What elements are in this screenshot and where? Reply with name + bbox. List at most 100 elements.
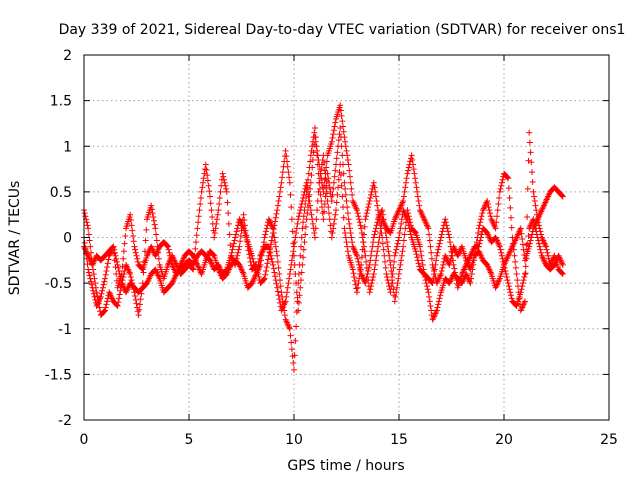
- data-point: [531, 193, 538, 200]
- data-point: [166, 249, 173, 256]
- data-point: [341, 225, 348, 232]
- data-point: [426, 293, 433, 300]
- data-point: [235, 249, 241, 256]
- data-point: [115, 299, 122, 306]
- data-point: [559, 271, 566, 277]
- data-point: [324, 170, 331, 177]
- data-point: [283, 153, 290, 160]
- data-point: [409, 156, 416, 163]
- data-point: [363, 213, 370, 220]
- data-point: [526, 139, 533, 146]
- data-point: [137, 301, 143, 308]
- data-point: [424, 286, 431, 293]
- data-point: [221, 176, 227, 183]
- data-point: [127, 274, 134, 281]
- chart-title: Day 339 of 2021, Sidereal Day-to-day VTE…: [59, 22, 626, 38]
- data-point: [90, 287, 97, 294]
- data-point: [89, 284, 96, 291]
- data-point: [347, 173, 353, 180]
- data-point: [317, 170, 324, 177]
- data-point: [425, 289, 432, 296]
- data-point: [411, 170, 418, 177]
- data-point: [151, 221, 158, 228]
- data-point: [510, 240, 517, 247]
- data-point: [375, 207, 381, 214]
- data-point: [237, 238, 244, 245]
- data-point: [365, 204, 372, 211]
- data-point: [519, 283, 526, 290]
- data-point: [360, 239, 367, 246]
- data-point: [314, 152, 321, 159]
- data-point: [531, 198, 538, 204]
- data-point: [88, 281, 95, 288]
- data-point: [447, 243, 454, 250]
- data-point: [529, 178, 536, 185]
- data-point: [498, 252, 505, 259]
- data-point: [407, 231, 414, 238]
- data-point: [304, 210, 311, 217]
- data-point: [256, 255, 263, 262]
- data-point: [165, 243, 171, 250]
- data-point: [285, 169, 292, 176]
- data-point: [301, 239, 308, 246]
- data-point: [327, 222, 334, 229]
- data-point: [423, 280, 430, 287]
- data-point: [276, 271, 283, 277]
- data-point: [391, 252, 398, 259]
- data-point: [132, 293, 139, 300]
- data-point: [366, 261, 373, 268]
- data-point: [260, 239, 267, 246]
- data-point: [426, 231, 433, 238]
- data-point: [312, 234, 318, 241]
- data-point: [153, 237, 160, 244]
- data-point: [302, 223, 309, 230]
- data-point: [235, 246, 242, 253]
- data-point: [332, 211, 339, 218]
- data-point: [272, 239, 279, 246]
- data-point: [545, 252, 552, 259]
- data-point: [87, 275, 94, 282]
- data-point: [415, 260, 422, 267]
- data-point: [120, 255, 127, 262]
- data-point: [361, 223, 368, 230]
- data-point: [514, 277, 521, 284]
- data-point: [343, 198, 350, 204]
- data-point: [477, 216, 484, 223]
- data-point: [396, 229, 403, 236]
- data-point: [337, 172, 344, 179]
- data-point: [357, 266, 364, 273]
- data-point: [394, 280, 401, 287]
- data-point: [148, 202, 155, 209]
- data-point: [295, 280, 302, 287]
- data-point: [288, 261, 295, 268]
- data-point: [367, 194, 374, 201]
- data-point: [428, 307, 435, 314]
- data-point: [362, 216, 369, 223]
- data-point: [438, 267, 445, 274]
- data-point: [236, 243, 243, 250]
- data-point: [319, 204, 325, 211]
- data-point: [336, 131, 343, 138]
- data-point: [477, 219, 484, 226]
- data-point: [132, 296, 139, 303]
- data-point: [268, 255, 275, 262]
- data-point: [276, 296, 283, 303]
- data-point: [85, 225, 92, 232]
- data-point: [323, 190, 330, 197]
- x-tick-label: 20: [495, 432, 513, 448]
- data-point: [344, 210, 351, 217]
- data-point: [263, 264, 270, 271]
- data-point: [353, 285, 360, 292]
- data-point: [331, 123, 338, 130]
- data-point: [354, 255, 361, 262]
- data-point: [266, 246, 273, 253]
- data-point: [85, 266, 92, 273]
- data-point: [337, 107, 344, 114]
- data-point: [111, 246, 118, 253]
- data-point: [412, 179, 419, 186]
- data-point: [135, 312, 142, 319]
- data-point: [509, 234, 516, 241]
- data-point: [415, 198, 422, 204]
- data-point: [254, 264, 261, 271]
- data-point: [406, 225, 413, 232]
